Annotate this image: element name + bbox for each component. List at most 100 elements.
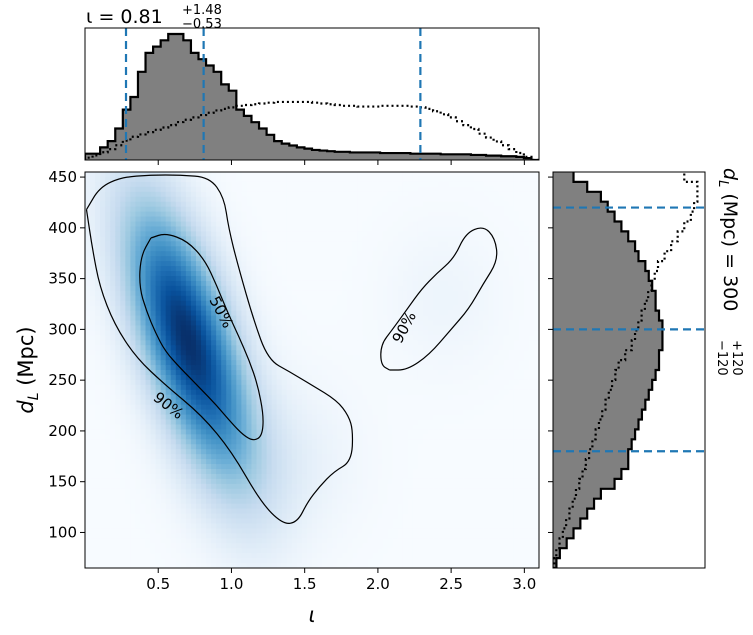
density-cell — [160, 404, 167, 411]
density-cell — [387, 181, 394, 188]
density-cell — [216, 493, 222, 500]
density-cell — [317, 429, 323, 435]
density-cell — [231, 419, 237, 426]
density-cell — [160, 271, 167, 277]
density-cell — [322, 374, 328, 381]
density-cell — [306, 365, 313, 371]
density-cell — [382, 414, 389, 421]
density-cell — [221, 483, 227, 490]
density-cell — [175, 201, 182, 208]
density-cell — [125, 241, 131, 247]
density-cell — [180, 538, 187, 544]
density-cell — [95, 429, 101, 435]
density-cell — [296, 528, 303, 534]
density-cell — [125, 335, 131, 341]
density-cell — [397, 236, 404, 242]
density-cell — [312, 226, 318, 232]
density-cell — [130, 300, 137, 307]
density-cell — [140, 330, 147, 336]
density-cell — [185, 191, 192, 198]
density-cell — [251, 473, 258, 480]
density-cell — [211, 543, 217, 549]
density-cell — [185, 300, 192, 307]
density-cell — [306, 508, 313, 515]
density-cell — [372, 523, 379, 529]
density-cell — [221, 478, 227, 485]
density-cell — [155, 275, 162, 282]
density-cell — [221, 295, 227, 302]
density-cell — [357, 221, 364, 228]
density-cell — [231, 295, 237, 302]
density-cell — [165, 246, 172, 252]
density-cell — [332, 211, 338, 218]
density-cell — [185, 548, 192, 554]
density-cell — [190, 196, 197, 203]
density-cell — [221, 459, 227, 465]
density-cell — [291, 513, 298, 520]
density-cell — [231, 181, 237, 188]
density-cell — [165, 360, 172, 366]
density-cell — [145, 236, 152, 242]
density-cell — [115, 508, 121, 515]
density-cell — [110, 528, 116, 534]
density-cell — [246, 216, 253, 223]
density-cell — [322, 330, 328, 336]
density-cell — [261, 211, 268, 218]
density-cell — [175, 424, 182, 430]
density-cell — [90, 236, 96, 242]
density-cell — [140, 305, 147, 312]
density-cell — [130, 236, 137, 242]
density-cell — [125, 553, 131, 559]
density-cell — [190, 340, 197, 346]
density-cell — [286, 330, 293, 336]
density-cell — [337, 483, 343, 490]
density-cell — [241, 206, 248, 213]
density-cell — [100, 216, 106, 223]
density-cell — [140, 176, 147, 183]
density-cell — [95, 355, 101, 361]
density-cell — [296, 216, 303, 223]
density-cell — [266, 528, 273, 534]
density-cell — [246, 503, 253, 510]
density-cell — [241, 399, 248, 406]
density-cell — [261, 469, 268, 475]
density-cell — [85, 563, 91, 568]
density-cell — [397, 295, 404, 302]
density-cell — [256, 374, 263, 381]
density-cell — [306, 300, 313, 307]
density-cell — [195, 256, 202, 262]
density-cell — [105, 558, 111, 564]
density-cell — [90, 488, 96, 495]
density-cell — [140, 300, 147, 307]
density-cell — [397, 275, 404, 282]
density-cell — [150, 384, 157, 391]
density-cell — [392, 394, 399, 401]
density-cell — [301, 503, 308, 510]
density-cell — [271, 275, 278, 282]
density-cell — [367, 256, 374, 262]
density-cell — [256, 394, 263, 401]
density-cell — [256, 360, 263, 366]
density-cell — [185, 513, 192, 520]
density-cell — [332, 483, 338, 490]
density-cell — [150, 513, 157, 520]
density-cell — [206, 389, 212, 396]
density-cell — [256, 488, 263, 495]
density-cell — [221, 389, 227, 396]
density-cell — [337, 216, 343, 223]
density-cell — [231, 305, 237, 312]
density-cell — [382, 246, 389, 252]
density-cell — [266, 498, 273, 505]
density-cell — [85, 394, 91, 401]
density-cell — [110, 266, 116, 272]
density-cell — [140, 543, 147, 549]
density-cell — [155, 419, 162, 426]
density-cell — [342, 340, 348, 346]
density-cell — [372, 216, 379, 223]
density-cell — [150, 449, 157, 455]
density-cell — [120, 172, 126, 178]
density-cell — [155, 434, 162, 440]
density-cell — [130, 266, 137, 272]
density-cell — [130, 469, 137, 475]
density-cell — [327, 261, 333, 267]
